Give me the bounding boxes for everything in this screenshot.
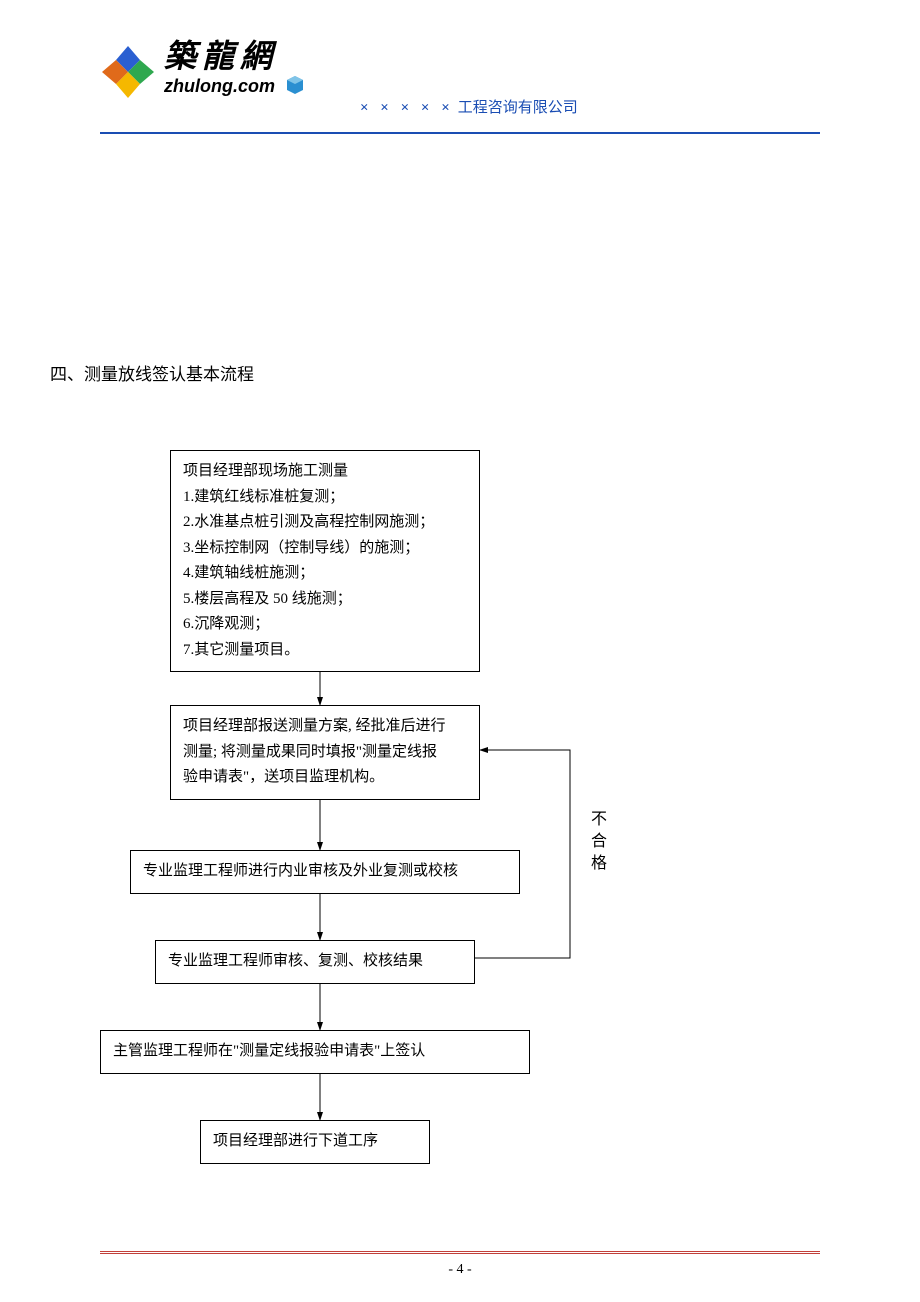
flow-node: 项目经理部报送测量方案, 经批准后进行测量; 将测量成果同时填报"测量定线报验申… [170, 705, 480, 800]
header-rule [100, 132, 820, 134]
logo-en: zhulong.com [164, 74, 306, 97]
flow-node-line: 4.建筑轴线桩施测； [183, 561, 467, 587]
logo-icon [100, 44, 156, 100]
flow-node: 专业监理工程师审核、复测、校核结果 [155, 940, 475, 984]
logo-text: 築龍網 zhulong.com [164, 40, 306, 97]
company-text: 工程咨询有限公司 [458, 100, 578, 116]
flow-node-line: 7.其它测量项目。 [183, 638, 467, 664]
flow-node-line: 6.沉降观测； [183, 612, 467, 638]
flow-node: 专业监理工程师进行内业审核及外业复测或校核 [130, 850, 520, 894]
flow-node-line: 专业监理工程师进行内业审核及外业复测或校核 [143, 859, 507, 885]
flow-node-line: 专业监理工程师审核、复测、校核结果 [168, 949, 462, 975]
flowchart: 项目经理部现场施工测量1.建筑红线标准桩复测；2.水准基点桩引测及高程控制网施测… [0, 450, 720, 1210]
flow-node: 主管监理工程师在"测量定线报验申请表"上签认 [100, 1030, 530, 1074]
flow-node-line: 3.坐标控制网（控制导线）的施测； [183, 536, 467, 562]
flow-node: 项目经理部现场施工测量1.建筑红线标准桩复测；2.水准基点桩引测及高程控制网施测… [170, 450, 480, 672]
logo-block: 築龍網 zhulong.com [100, 40, 306, 100]
company-name: × × × × ×工程咨询有限公司 [360, 96, 578, 117]
flow-node-line: 测量; 将测量成果同时填报"测量定线报 [183, 740, 467, 766]
flow-node-line: 主管监理工程师在"测量定线报验申请表"上签认 [113, 1039, 517, 1065]
logo-cn: 築龍網 [164, 40, 306, 72]
footer-rule [100, 1251, 820, 1254]
flow-node-line: 2.水准基点桩引测及高程控制网施测； [183, 510, 467, 536]
section-title: 四、测量放线签认基本流程 [50, 360, 254, 385]
company-prefix: × × × × × [360, 100, 454, 116]
flow-node-line: 项目经理部进行下道工序 [213, 1129, 417, 1155]
feedback-label: 不合格 [584, 810, 608, 876]
flow-node-line: 项目经理部现场施工测量 [183, 459, 467, 485]
flow-node: 项目经理部进行下道工序 [200, 1120, 430, 1164]
page-header: 築龍網 zhulong.com × × × × ×工程咨询有限公司 [100, 40, 820, 120]
logo-sub-icon [284, 74, 306, 96]
document-page: 築龍網 zhulong.com × × × × ×工程咨询有限公司 四、测量放线… [0, 0, 920, 1302]
flow-node-line: 1.建筑红线标准桩复测； [183, 485, 467, 511]
page-number: - 4 - [0, 1262, 920, 1278]
flow-node-line: 5.楼层高程及 50 线施测； [183, 587, 467, 613]
flow-node-line: 项目经理部报送测量方案, 经批准后进行 [183, 714, 467, 740]
flow-node-line: 验申请表"，送项目监理机构。 [183, 765, 467, 791]
logo-en-text: zhulong.com [164, 76, 275, 96]
